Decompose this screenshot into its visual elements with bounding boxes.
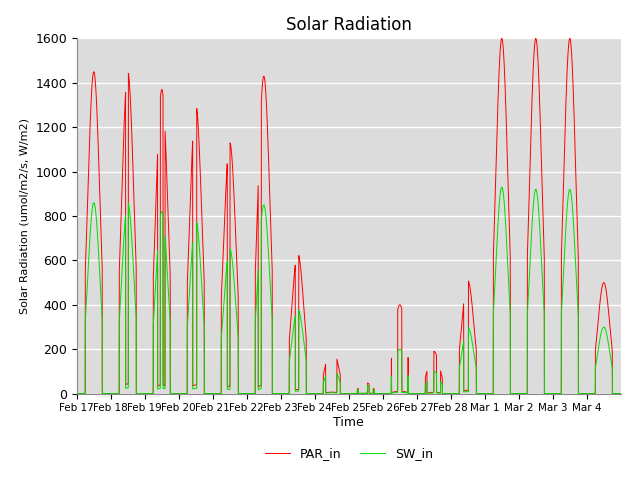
PAR_in bbox=[539, 200, 547, 206]
PAR_in bbox=[617, 391, 625, 396]
SW_in bbox=[525, 287, 532, 292]
PAR_in bbox=[398, 388, 406, 394]
SW_in bbox=[398, 389, 406, 395]
PAR_in bbox=[369, 391, 377, 396]
Legend: PAR_in, SW_in: PAR_in, SW_in bbox=[260, 443, 438, 466]
PAR_in bbox=[498, 36, 506, 41]
SW_in bbox=[498, 184, 506, 190]
X-axis label: Time: Time bbox=[333, 416, 364, 429]
Line: PAR_in: PAR_in bbox=[77, 38, 621, 394]
SW_in bbox=[186, 288, 193, 293]
SW_in bbox=[498, 184, 506, 190]
PAR_in bbox=[525, 214, 532, 219]
PAR_in bbox=[566, 36, 573, 41]
SW_in bbox=[73, 391, 81, 396]
Title: Solar Radiation: Solar Radiation bbox=[286, 16, 412, 34]
SW_in bbox=[617, 391, 625, 396]
Y-axis label: Solar Radiation (umol/m2/s, W/m2): Solar Radiation (umol/m2/s, W/m2) bbox=[20, 118, 29, 314]
PAR_in bbox=[73, 391, 81, 396]
SW_in bbox=[369, 391, 377, 396]
Line: SW_in: SW_in bbox=[77, 187, 621, 394]
SW_in bbox=[539, 284, 547, 289]
PAR_in bbox=[186, 219, 193, 225]
